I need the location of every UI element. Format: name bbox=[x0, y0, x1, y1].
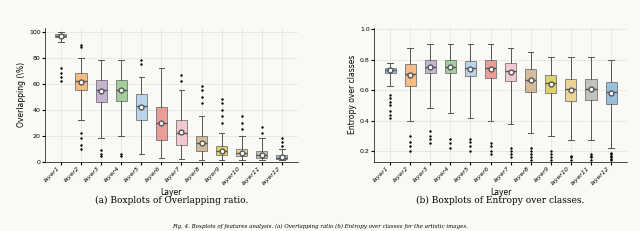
PathPatch shape bbox=[55, 34, 67, 37]
PathPatch shape bbox=[136, 94, 147, 120]
PathPatch shape bbox=[505, 63, 516, 81]
X-axis label: Layer: Layer bbox=[490, 188, 511, 197]
PathPatch shape bbox=[545, 75, 556, 93]
PathPatch shape bbox=[465, 61, 476, 76]
PathPatch shape bbox=[385, 68, 396, 73]
PathPatch shape bbox=[605, 82, 617, 104]
PathPatch shape bbox=[565, 79, 577, 101]
PathPatch shape bbox=[276, 155, 287, 159]
Text: Fig. 4. Boxplots of features analysis. (a) Overlapping ratio (b) Entropy over cl: Fig. 4. Boxplots of features analysis. (… bbox=[172, 223, 468, 229]
PathPatch shape bbox=[485, 60, 496, 78]
Text: (b) Boxplots of Entropy over classes.: (b) Boxplots of Entropy over classes. bbox=[417, 196, 585, 206]
PathPatch shape bbox=[176, 120, 187, 145]
PathPatch shape bbox=[196, 136, 207, 151]
Text: (a) Boxplots of Overlapping ratio.: (a) Boxplots of Overlapping ratio. bbox=[95, 196, 248, 206]
Y-axis label: Overlapping (\%): Overlapping (\%) bbox=[17, 62, 26, 127]
PathPatch shape bbox=[95, 80, 107, 102]
PathPatch shape bbox=[156, 107, 167, 140]
X-axis label: Layer: Layer bbox=[161, 188, 182, 197]
PathPatch shape bbox=[425, 60, 436, 73]
PathPatch shape bbox=[236, 149, 247, 156]
PathPatch shape bbox=[216, 146, 227, 155]
PathPatch shape bbox=[116, 80, 127, 100]
PathPatch shape bbox=[525, 69, 536, 92]
PathPatch shape bbox=[586, 79, 596, 100]
PathPatch shape bbox=[76, 73, 86, 90]
PathPatch shape bbox=[404, 64, 416, 85]
PathPatch shape bbox=[445, 60, 456, 73]
Y-axis label: Entropy over classes: Entropy over classes bbox=[348, 55, 357, 134]
PathPatch shape bbox=[256, 151, 268, 158]
